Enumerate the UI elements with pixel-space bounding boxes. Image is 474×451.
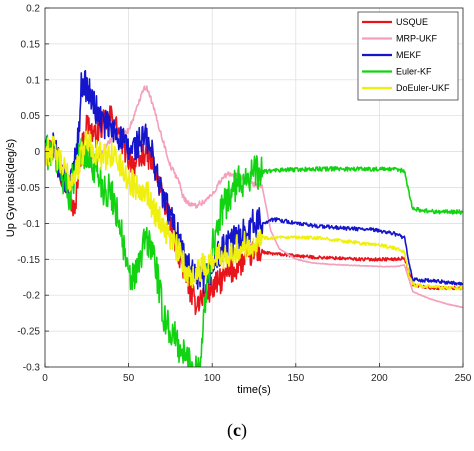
legend: USQUE MRP-UKF MEKF Euler-KF DoEuler-UKF: [357, 11, 459, 101]
y-tick-label: 0.05: [21, 111, 41, 122]
series-layer: [45, 69, 463, 367]
series-line-euler-kf: [45, 134, 463, 367]
y-tick-label: 0.1: [26, 75, 40, 86]
y-tick-label: -0.25: [17, 327, 40, 338]
x-tick-label: 150: [287, 373, 304, 384]
legend-label: USQUE: [396, 17, 428, 27]
legend-label: MEKF: [396, 50, 422, 60]
y-tick-label: -0.15: [17, 255, 40, 266]
y-axis: -0.3 -0.25 -0.2 -0.15 -0.1 -0.05 0 0.05 0.1 0.15 0…: [17, 4, 49, 374]
x-tick-label: 0: [42, 373, 48, 384]
y-tick-label: 0.15: [21, 39, 41, 50]
x-tick-label: 250: [455, 373, 472, 384]
y-tick-label: 0.2: [26, 4, 40, 15]
x-axis: 0 50 100 150 200 250: [42, 363, 472, 384]
x-tick-label: 200: [371, 373, 388, 384]
legend-label: Euler-KF: [396, 67, 432, 77]
y-tick-label: -0.2: [23, 291, 41, 302]
x-axis-label: time(s): [237, 384, 271, 396]
x-tick-label: 50: [123, 373, 135, 384]
series-line-mekf: [45, 69, 463, 294]
y-tick-label: 0: [34, 147, 40, 158]
series-line-mrp-ukf: [45, 85, 463, 309]
y-tick-label: -0.1: [23, 219, 41, 230]
figure-caption: (c): [227, 420, 247, 441]
legend-label: DoEuler-UKF: [396, 83, 450, 93]
series-line-doeuler-ukf: [45, 130, 463, 291]
legend-label: MRP-UKF: [396, 34, 437, 44]
y-tick-label: -0.05: [17, 183, 40, 194]
y-axis-label: Up Gyro bias(deg/s): [5, 139, 17, 237]
y-tick-label: -0.3: [23, 363, 41, 374]
x-tick-label: 100: [204, 373, 221, 384]
